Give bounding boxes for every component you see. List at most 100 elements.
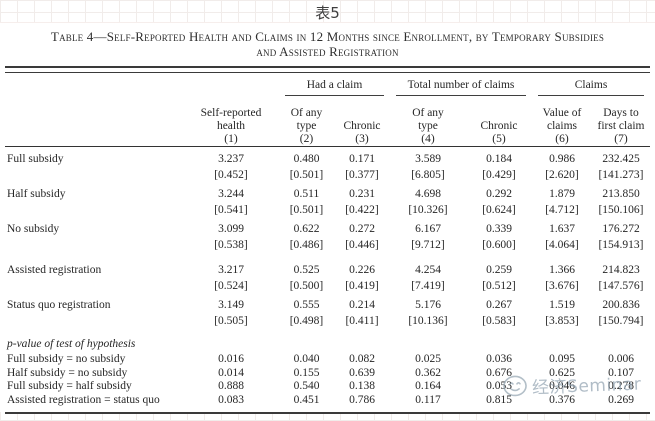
row-label [5, 202, 183, 218]
table-cell: 1.879 [549, 188, 575, 200]
table-cell: [10.136] [408, 315, 448, 327]
row-label: Half subsidy [7, 188, 66, 200]
paper-table: Table 4—Self-Reported Health and Claims … [0, 22, 655, 414]
table-cell: [0.419] [345, 280, 379, 292]
column-header-5: Chronic (5) [466, 99, 532, 146]
table-title-line2: and Assisted Registration [256, 44, 399, 59]
table-row: [0.541] [0.501] [0.422] [10.326] [0.624] [4.7… [5, 202, 650, 218]
table-cell: 0.480 [293, 153, 320, 165]
table-cell: 0.451 [293, 393, 320, 406]
table-cell: [6.805] [411, 169, 445, 181]
row-label: Full subsidy = no subsidy [7, 353, 126, 365]
row-label: Status quo registration [7, 299, 111, 311]
sheet-caption: 表5 [315, 4, 340, 22]
table-cell: [0.429] [482, 169, 516, 181]
pvalue-section: p-value of test of hypothesis Full subsi… [5, 337, 650, 407]
table-cell: 0.540 [293, 380, 320, 392]
table-cell: 0.272 [349, 223, 375, 235]
table-cell: [150.106] [598, 204, 644, 216]
table-row: Assisted registration 3.217 0.525 0.226 4.25… [5, 262, 650, 278]
table-cell: 0.025 [415, 353, 441, 365]
table-cell: [0.501] [289, 204, 324, 216]
table-cell: [141.273] [598, 169, 644, 181]
table-cell: [4.064] [545, 239, 579, 251]
table-row: Full subsidy = half subsidy 0.888 0.540 0.1… [5, 380, 650, 394]
table-cell: 176.272 [602, 223, 640, 235]
table-cell: [9.712] [411, 239, 445, 251]
table-cell: 4.254 [415, 264, 441, 276]
table-cell: [2.620] [545, 169, 579, 181]
table-cell: 6.167 [415, 223, 441, 235]
column-header-1: Self-reported health (1) [183, 99, 279, 146]
table-cell: 3.099 [218, 223, 244, 235]
table-cell: 0.184 [486, 153, 512, 165]
table-row: [0.538] [0.486] [0.446] [9.712] [0.600] [4.06… [5, 237, 650, 253]
table-cell: 0.053 [486, 380, 512, 392]
table-cell: 0.339 [486, 223, 512, 235]
column-header-title: Of any type [412, 107, 444, 132]
table-cell: 0.083 [218, 393, 244, 406]
row-label [5, 278, 183, 294]
table-cell: 0.214 [349, 299, 375, 311]
row-label: Assisted registration [7, 264, 102, 276]
table-cell: [0.498] [289, 315, 324, 327]
table-cell: 0.014 [218, 366, 244, 379]
row-label [5, 237, 183, 253]
table-cell: [147.576] [598, 280, 644, 292]
table-cell: [0.512] [482, 280, 516, 292]
table-cell: [0.500] [289, 280, 324, 292]
group-header-row: Had a claim Total number of claims Claim… [5, 78, 650, 96]
table-cell: 0.171 [349, 153, 375, 165]
table-cell: [150.794] [598, 315, 644, 327]
table-cell: 213.850 [602, 188, 640, 200]
table-cell: [0.422] [345, 204, 379, 216]
table-row: Full subsidy 3.237 0.480 0.171 3.589 0.184 0.9… [5, 151, 650, 167]
column-number: (1) [224, 133, 238, 145]
table-cell: [0.452] [214, 169, 248, 181]
table-cell: 0.269 [608, 393, 634, 406]
group-header-had-a-claim: Had a claim [285, 78, 384, 96]
table-row: Full subsidy = no subsidy 0.016 0.040 0.082… [5, 353, 650, 367]
table-row: [0.524] [0.500] [0.419] [7.419] [0.512] [3.67… [5, 278, 650, 294]
table-cell: 0.676 [486, 366, 512, 379]
table-cell: 0.888 [218, 380, 244, 392]
table-cell: 0.040 [293, 353, 320, 365]
table-cell: 0.362 [415, 366, 441, 379]
table-cell: 0.376 [549, 393, 575, 406]
table-row: Half subsidy = no subsidy 0.014 0.155 0.639… [5, 367, 650, 381]
table-cell: 3.149 [218, 299, 244, 311]
table-cell: 1.366 [549, 264, 575, 276]
column-header-2: Of any type (2) [279, 99, 334, 146]
table-cell: [0.486] [289, 239, 324, 251]
table-cell: [0.411] [345, 315, 379, 327]
table-cell: [0.600] [482, 239, 516, 251]
table-title: Table 4—Self-Reported Health and Claims … [5, 29, 650, 59]
column-header-row: Self-reported health (1) Of any type (2)… [5, 99, 650, 146]
table-cell: [10.326] [408, 204, 448, 216]
table-cell: 0.986 [549, 153, 575, 165]
table-cell: 5.176 [415, 299, 441, 311]
table-cell: [0.501] [289, 169, 324, 181]
table-row: Assisted registration = status quo 0.083 0… [5, 394, 650, 408]
table-cell: 3.237 [218, 153, 244, 165]
row-label: Full subsidy [7, 153, 64, 165]
table-cell: 3.217 [218, 264, 244, 276]
table-cell: 0.107 [608, 366, 634, 379]
table-cell: 0.511 [293, 188, 320, 200]
table-row: [0.452] [0.501] [0.377] [6.805] [0.429] [2.62… [5, 167, 650, 183]
table-cell: [0.446] [345, 239, 379, 251]
table-cell: 3.589 [415, 153, 441, 165]
column-header-4: Of any type (4) [390, 99, 466, 146]
column-number: (5) [492, 133, 506, 145]
row-label: Half subsidy = no subsidy [7, 366, 128, 379]
table-cell: 0.046 [549, 380, 575, 392]
table-cell: [7.419] [411, 280, 445, 292]
row-label: No subsidy [7, 223, 60, 235]
table-row: No subsidy 3.099 0.622 0.272 6.167 0.339 1.637… [5, 221, 650, 237]
column-header-title: Chronic [480, 120, 518, 132]
table-cell: 0.815 [486, 393, 512, 406]
table-cell: 0.278 [608, 380, 634, 392]
row-label [5, 313, 183, 329]
table-cell: [3.676] [545, 280, 579, 292]
